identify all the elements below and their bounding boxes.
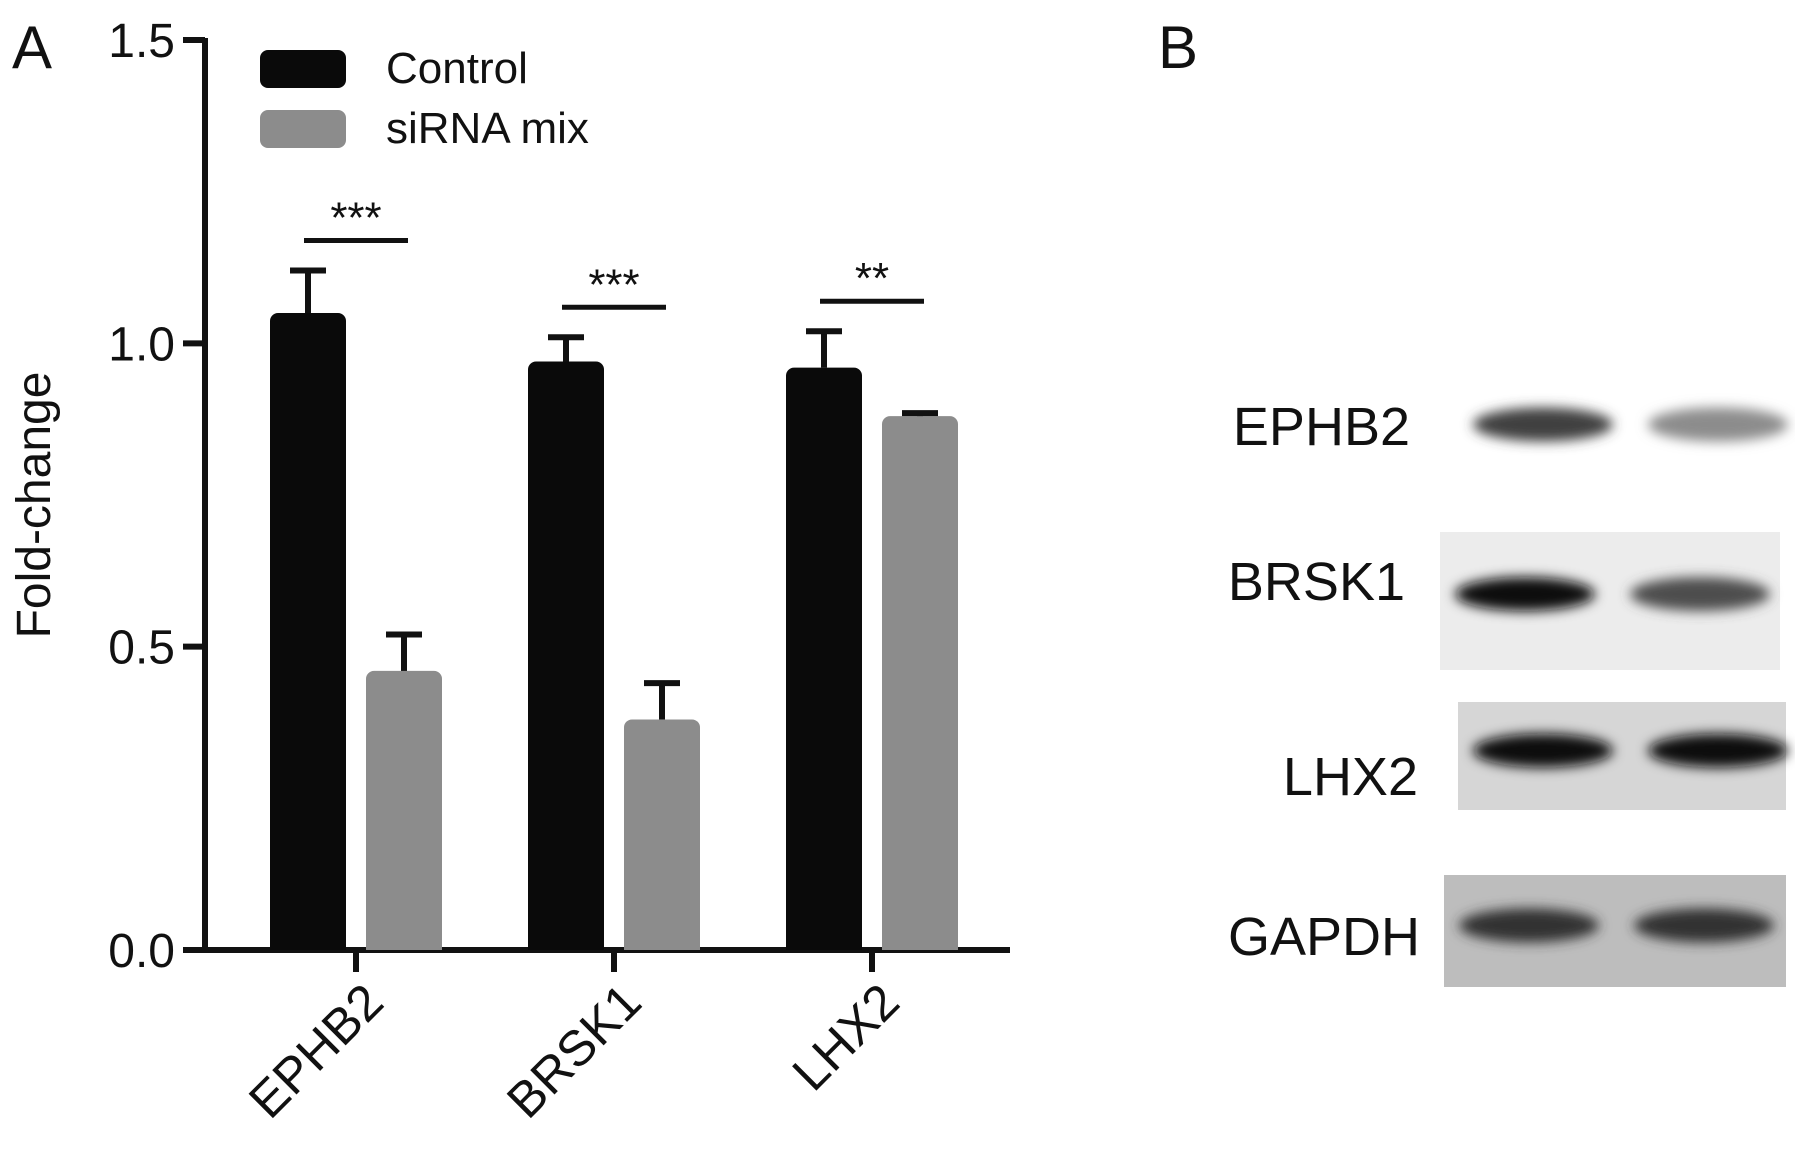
- y-tick-label: 0.0: [108, 925, 175, 978]
- significance-label: ***: [588, 260, 639, 309]
- chart-error-bars: [290, 267, 938, 720]
- x-tick-label: BRSK1: [496, 973, 652, 1129]
- significance-label: **: [855, 254, 889, 303]
- panel-label-b: B: [1158, 14, 1198, 81]
- legend-swatch: [260, 110, 346, 148]
- y-tick-label: 1.5: [108, 15, 175, 68]
- blot-row-label: EPHB2: [1233, 397, 1410, 457]
- chart-bars: [270, 313, 958, 951]
- blot-band: [1630, 577, 1770, 612]
- bar-base: [882, 426, 958, 951]
- bar-base: [366, 680, 442, 950]
- blot-band: [1648, 733, 1788, 768]
- legend-swatch: [260, 50, 346, 88]
- y-axis-label: Fold-change: [8, 372, 61, 639]
- legend-label: siRNA mix: [386, 104, 589, 153]
- y-tick-label: 1.0: [108, 318, 175, 371]
- x-tick-label: LHX2: [782, 973, 910, 1101]
- bar-base: [270, 323, 346, 950]
- blot-band: [1473, 407, 1613, 442]
- legend-label: Control: [386, 44, 528, 93]
- western-blot: EPHB2 BRSK1 LHX2 GAPDH: [1228, 375, 1795, 987]
- y-tick-label: 0.5: [108, 622, 175, 675]
- blot-row-label: GAPDH: [1228, 907, 1420, 967]
- blot-row-label: LHX2: [1283, 747, 1418, 807]
- x-tick-label: EPHB2: [238, 973, 394, 1129]
- blot-band: [1459, 908, 1599, 943]
- significance-label: ***: [330, 194, 381, 243]
- blot-band: [1455, 577, 1595, 612]
- significance-markers: ****** **: [304, 194, 924, 310]
- blot-band: [1473, 733, 1613, 768]
- bar-base: [528, 371, 604, 950]
- bar-base: [786, 377, 862, 951]
- chart-legend: Control siRNA mix: [260, 44, 589, 153]
- panel-label-a: A: [12, 14, 52, 81]
- blot-band: [1634, 908, 1774, 943]
- blot-row-label: BRSK1: [1228, 552, 1405, 612]
- blot-band: [1648, 407, 1788, 442]
- bar-base: [624, 729, 700, 950]
